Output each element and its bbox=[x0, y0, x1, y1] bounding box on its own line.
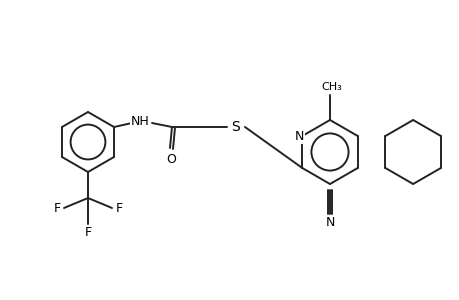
Text: NH: NH bbox=[130, 115, 149, 128]
Text: CH₃: CH₃ bbox=[321, 82, 341, 92]
Text: F: F bbox=[53, 202, 61, 214]
Text: S: S bbox=[231, 120, 240, 134]
Text: F: F bbox=[84, 226, 91, 238]
Text: F: F bbox=[115, 202, 122, 214]
Text: O: O bbox=[166, 152, 175, 166]
Text: N: N bbox=[294, 130, 303, 142]
Text: N: N bbox=[325, 217, 334, 230]
